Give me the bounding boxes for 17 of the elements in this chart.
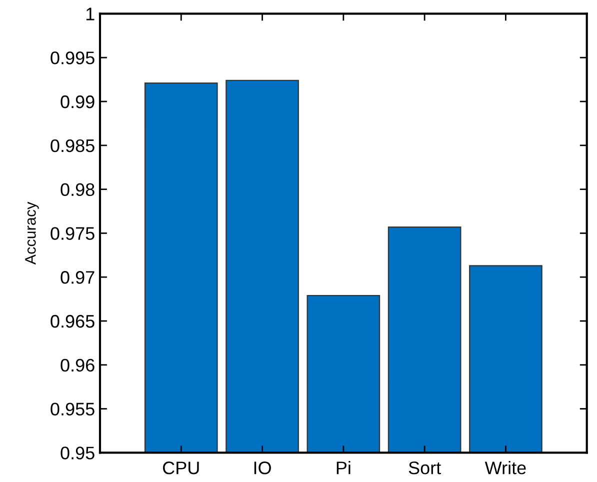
x-tick-label: Sort <box>408 462 441 474</box>
y-tick-label: 0.96 <box>60 358 94 372</box>
y-tick-label: 0.985 <box>50 139 94 152</box>
y-tick-label: 0.995 <box>50 52 94 64</box>
y-tick-label: 0.98 <box>60 183 94 196</box>
x-tick-label: Pi <box>336 461 350 474</box>
y-tick-label: 1 <box>86 8 94 20</box>
y-tick-label: 0.97 <box>60 271 94 284</box>
y-axis-title: Accuracy <box>25 202 39 265</box>
x-tick-label: IO <box>254 462 271 474</box>
y-tick-label: 0.975 <box>50 227 94 240</box>
y-tick-label: 0.99 <box>60 95 94 108</box>
x-tick-label: CPU <box>162 462 199 474</box>
y-tick-label: 0.95 <box>60 446 94 460</box>
y-tick-label: 0.965 <box>50 314 94 328</box>
x-tick-label: Write <box>484 461 526 474</box>
y-tick-label: 0.955 <box>50 402 94 416</box>
